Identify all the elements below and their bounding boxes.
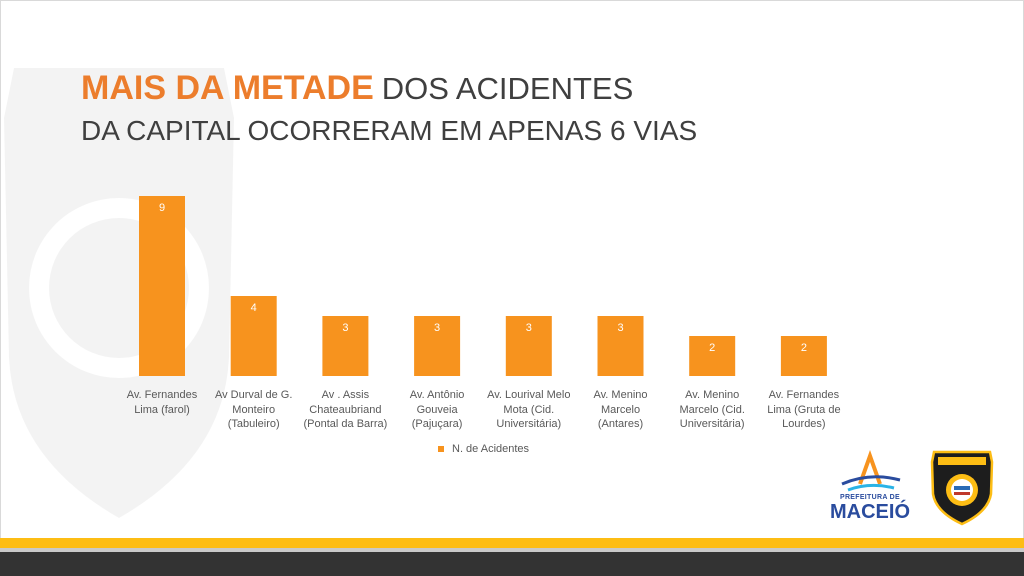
legend-label: N. de Acidentes [452, 443, 530, 455]
category-label-8: Av. Fernandes Lima (Gruta de Lourdes) [767, 389, 841, 430]
title-highlight: MAIS DA METADE [81, 69, 374, 107]
bar-6 [597, 316, 644, 376]
transito-badge-icon [930, 450, 994, 526]
bar-value-label-6: 3 [617, 322, 623, 334]
bar-value-label-1: 9 [159, 202, 165, 214]
category-label-7: Av. Menino Marcelo (Cid. Universitária) [679, 389, 745, 430]
bar-chart: 9 4 3 3 3 3 2 2 [139, 196, 827, 376]
bar-value-label-3: 3 [342, 322, 348, 334]
bar-value-label-4: 3 [434, 322, 440, 334]
category-label-5: Av. Lourival Melo Mota (Cid. Universitária… [487, 389, 571, 430]
footer-band [0, 538, 1024, 576]
prefeitura-maceio-icon [841, 450, 901, 492]
prefeitura-subtitle: PREFEITURA DE [839, 494, 901, 501]
category-label-2: Av Durval de G. Monteiro (Tabuleiro) [214, 389, 293, 430]
bar-3 [322, 316, 369, 376]
bar-7 [689, 336, 736, 376]
bar-1 [139, 196, 185, 376]
bar-value-label-5: 3 [526, 322, 532, 334]
category-label-6: Av. Menino Marcelo (Antares) [593, 389, 648, 430]
prefeitura-name: MACEIÓ [830, 501, 910, 523]
bar-value-label-8: 2 [801, 342, 807, 354]
category-label-4: Av. Antônio Gouveia (Pajuçara) [409, 389, 465, 430]
legend-swatch [438, 446, 444, 452]
bar-4 [414, 316, 461, 376]
bar-2 [230, 296, 277, 376]
category-label-3: Av . Assis Chateaubriand (Pontal da Barra) [303, 389, 388, 430]
bar-value-label-2: 4 [251, 302, 257, 314]
slide-title: MAIS DA METADE DOS ACIDENTES DA CAPITAL O… [81, 66, 697, 151]
category-label-1: Av. Fernandes Lima (farol) [126, 389, 198, 416]
prefeitura-maceio-logo: PREFEITURA DE MACEIÓ [820, 450, 920, 526]
title-line2: DA CAPITAL OCORRERAM EM APENAS 6 VIAS [81, 115, 698, 146]
bar-value-label-7: 2 [709, 342, 715, 354]
title-rest: DOS ACIDENTES [381, 71, 634, 106]
bar-5 [505, 316, 552, 376]
chart-legend: N. de Acidentes [438, 443, 529, 455]
bar-8 [780, 336, 827, 376]
